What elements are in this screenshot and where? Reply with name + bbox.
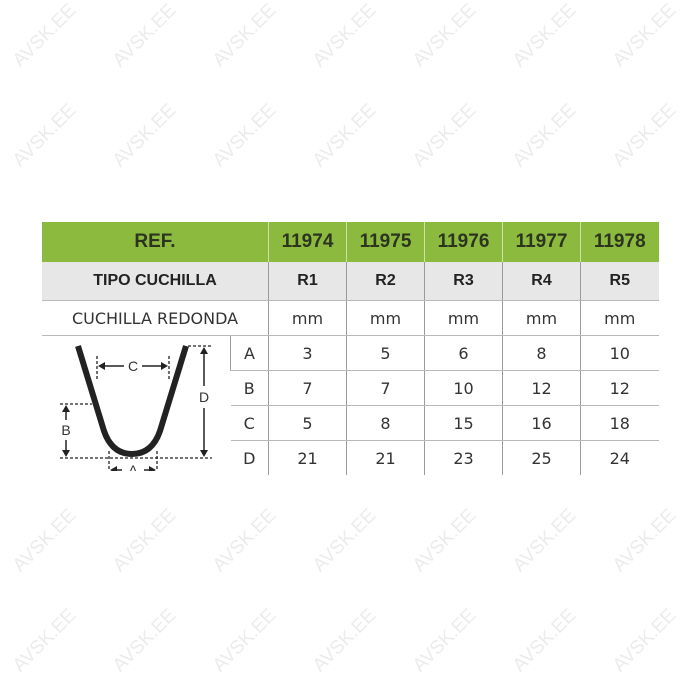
label-d: D [199,389,209,405]
dimension-name: C [230,405,269,441]
watermark-text: AVSK.EE [8,99,81,172]
unit-cell: mm [502,300,581,336]
watermark-text: AVSK.EE [608,604,681,677]
blade-shape [75,345,189,458]
dimension-name: D [243,448,256,468]
label-b: B [61,422,70,438]
v-blade-drawing: C D B A [60,345,212,478]
label-c: C [128,358,138,374]
watermark-text: AVSK.EE [508,604,581,677]
watermark-text: AVSK.EE [608,99,681,172]
dimension-cell: 5 [268,405,347,441]
dimension-row: C D B A A 3 5 6 8 10 [42,335,659,478]
type-cell: R3 [424,262,503,301]
unit-cell: mm [424,300,503,336]
type-label: TIPO CUCHILLA [42,262,269,301]
ref-row: REF. 11974 11975 11976 11977 11978 [42,222,659,262]
dimension-cell: 8 [346,405,425,441]
dimension-cell: 12 [580,370,659,406]
watermark-text: AVSK.EE [108,604,181,677]
unit-cell: mm [268,300,347,336]
ref-cell: 11976 [424,222,503,262]
watermark-text: AVSK.EE [108,99,181,172]
dimension-row: C 5 8 15 16 18 [42,405,659,441]
dimension-cell: 3 [268,335,347,371]
dimension-cell: 8 [502,335,581,371]
watermark-text: AVSK.EE [108,0,181,72]
watermark-text: AVSK.EE [8,604,81,677]
type-cell: R2 [346,262,425,301]
watermark-text: AVSK.EE [408,0,481,72]
watermark-text: AVSK.EE [608,0,681,72]
watermark-text: AVSK.EE [208,99,281,172]
watermark-text: AVSK.EE [308,604,381,677]
watermark-text: AVSK.EE [508,99,581,172]
type-cell: R1 [268,262,347,301]
unit-label: CUCHILLA REDONDA [42,300,269,336]
dimension-cell: 23 [424,440,503,475]
watermark-text: AVSK.EE [408,504,481,577]
watermark-text: AVSK.EE [8,504,81,577]
ref-cell: 11978 [580,222,659,262]
watermark-text: AVSK.EE [508,504,581,577]
dimension-cell: 6 [424,335,503,371]
blade-diagram: C D B A [42,336,231,478]
dimension-cell: 24 [580,440,659,475]
dimension-cell: 12 [502,370,581,406]
watermark-text: AVSK.EE [408,99,481,172]
dimension-cell: 16 [502,405,581,441]
watermark-text: AVSK.EE [508,0,581,72]
dimension-cell: 5 [346,335,425,371]
ref-label: REF. [42,222,269,262]
dimension-row: B 7 7 10 12 12 [42,370,659,406]
ref-cell: 11975 [346,222,425,262]
watermark-text: AVSK.EE [108,504,181,577]
watermark-text: AVSK.EE [208,504,281,577]
ref-cell: 11977 [502,222,581,262]
dimension-cell: 7 [346,370,425,406]
watermark-text: AVSK.EE [308,0,381,72]
watermark-text: AVSK.EE [308,99,381,172]
ref-cell: 11974 [268,222,347,262]
watermark-text: AVSK.EE [208,0,281,72]
type-cell: R4 [502,262,581,301]
dimension-cell: 21 [268,440,347,475]
dimension-cell: 7 [268,370,347,406]
dimension-cell: 25 [502,440,581,475]
dimension-name: A [230,335,269,371]
type-row: TIPO CUCHILLA R1 R2 R3 R4 R5 [42,262,659,301]
label-a: A [128,462,138,471]
dimension-row: D 21 21 23 25 24 [42,440,659,475]
dimension-cell: 18 [580,405,659,441]
dimension-cell: 15 [424,405,503,441]
spec-table: REF. 11974 11975 11976 11977 11978 TIPO … [42,222,659,478]
type-cell: R5 [580,262,659,301]
dimension-cell: 21 [346,440,425,475]
dimension-name: B [230,370,269,406]
dimension-cell: 10 [580,335,659,371]
watermark-text: AVSK.EE [308,504,381,577]
unit-cell: mm [580,300,659,336]
unit-cell: mm [346,300,425,336]
dimension-cell: 10 [424,370,503,406]
watermark-text: AVSK.EE [608,504,681,577]
unit-row: CUCHILLA REDONDA mm mm mm mm mm [42,300,659,336]
watermark-text: AVSK.EE [408,604,481,677]
watermark-text: AVSK.EE [8,0,81,72]
watermark-text: AVSK.EE [208,604,281,677]
